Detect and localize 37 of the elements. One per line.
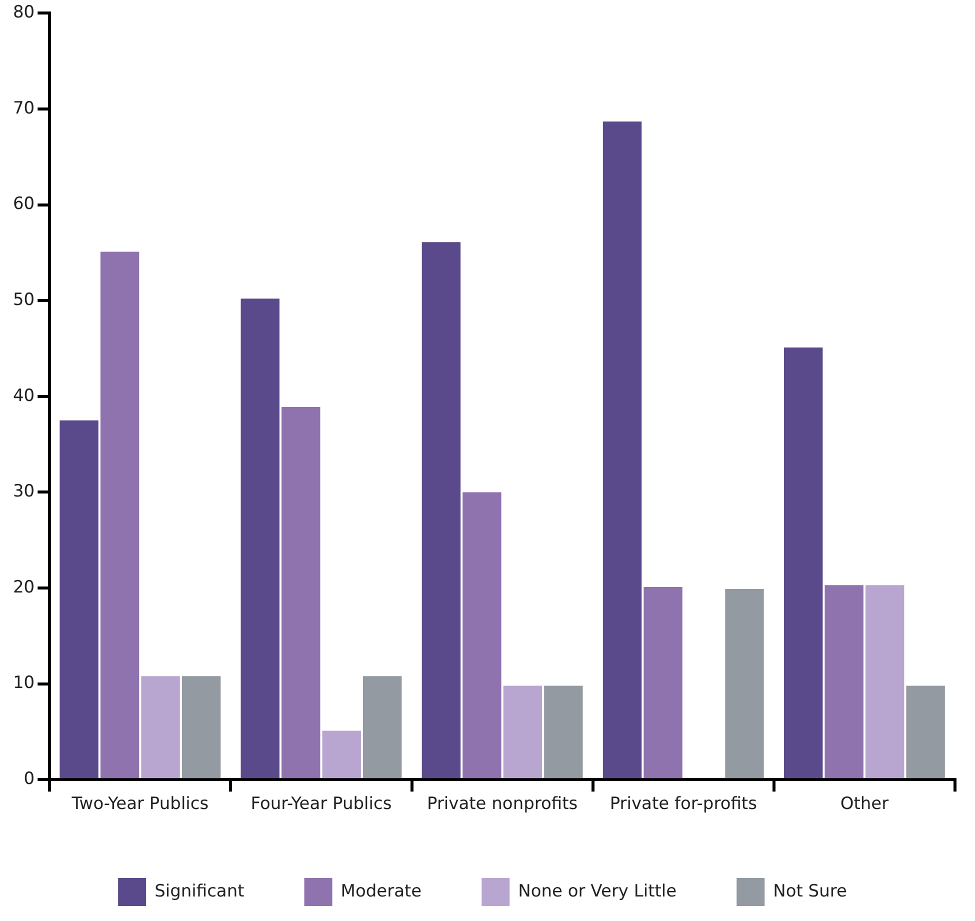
bar (282, 406, 320, 778)
x-tick-label: Private for-profits (610, 794, 758, 814)
bar (240, 298, 280, 778)
bar (363, 676, 402, 778)
legend-label: Not Sure (773, 881, 847, 902)
legend-label: Moderate (340, 881, 422, 902)
bar (503, 686, 542, 778)
y-tick-label: 20 (12, 577, 35, 598)
y-tick-label: 60 (12, 194, 35, 214)
bar (865, 585, 904, 778)
y-tick-label: 70 (12, 98, 35, 118)
y-tick-label: 80 (12, 2, 35, 23)
bar (725, 588, 764, 778)
x-tick-label: Other (840, 794, 889, 814)
bar (322, 730, 361, 778)
bar (602, 121, 642, 778)
x-tick-label: Four-Year Publics (250, 794, 392, 814)
bar (544, 686, 583, 778)
bar (141, 676, 180, 778)
bar (644, 587, 682, 778)
bar (462, 492, 502, 778)
bar (824, 585, 864, 778)
y-tick-label: 10 (12, 673, 35, 694)
y-tick-label: 40 (12, 386, 35, 406)
bar (906, 686, 945, 778)
bar (182, 676, 221, 778)
y-tick-label: 30 (12, 482, 35, 502)
bar (60, 420, 98, 778)
legend-label: None or Very Little (518, 881, 677, 902)
bar (422, 242, 461, 778)
legend-label: Significant (154, 881, 245, 902)
x-tick-label: Two-Year Publics (70, 794, 209, 814)
y-tick-label: 50 (12, 290, 35, 310)
bar (784, 348, 823, 778)
bar (100, 252, 140, 778)
y-tick-label: 0 (24, 769, 35, 790)
x-tick-label: Private nonprofits (426, 794, 578, 814)
